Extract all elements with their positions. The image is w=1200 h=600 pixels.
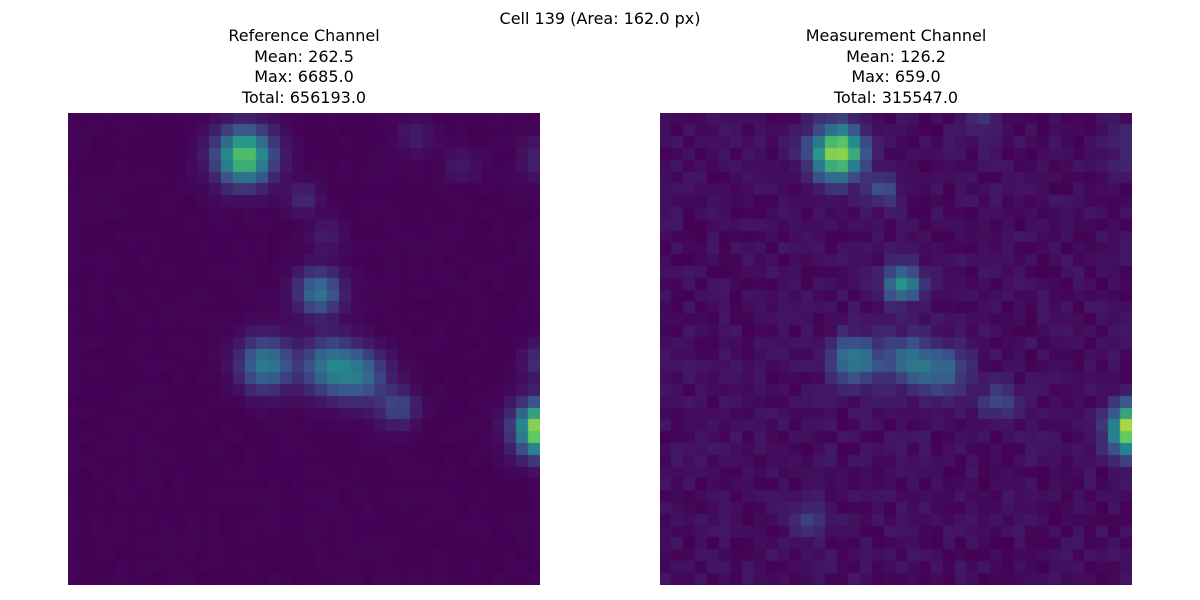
measurement-max: Max: 659.0 bbox=[851, 67, 941, 86]
reference-max: Max: 6685.0 bbox=[254, 67, 354, 86]
reference-panel-title: Reference Channel Mean: 262.5 Max: 6685.… bbox=[68, 26, 540, 108]
measurement-total: Total: 315547.0 bbox=[833, 87, 959, 107]
reference-total: Total: 656193.0 bbox=[241, 87, 367, 107]
figure-title: Cell 139 (Area: 162.0 px) bbox=[499, 9, 701, 28]
measurement-mean: Mean: 126.2 bbox=[846, 46, 946, 66]
measurement-panel-title: Measurement Channel Mean: 126.2 Max: 659… bbox=[660, 26, 1132, 108]
measurement-channel-heatmap bbox=[660, 113, 1132, 585]
reference-mean: Mean: 262.5 bbox=[254, 46, 354, 66]
reference-channel-heatmap bbox=[68, 113, 540, 585]
reference-channel-title: Reference Channel bbox=[228, 26, 380, 45]
measurement-channel-title: Measurement Channel bbox=[805, 26, 987, 45]
